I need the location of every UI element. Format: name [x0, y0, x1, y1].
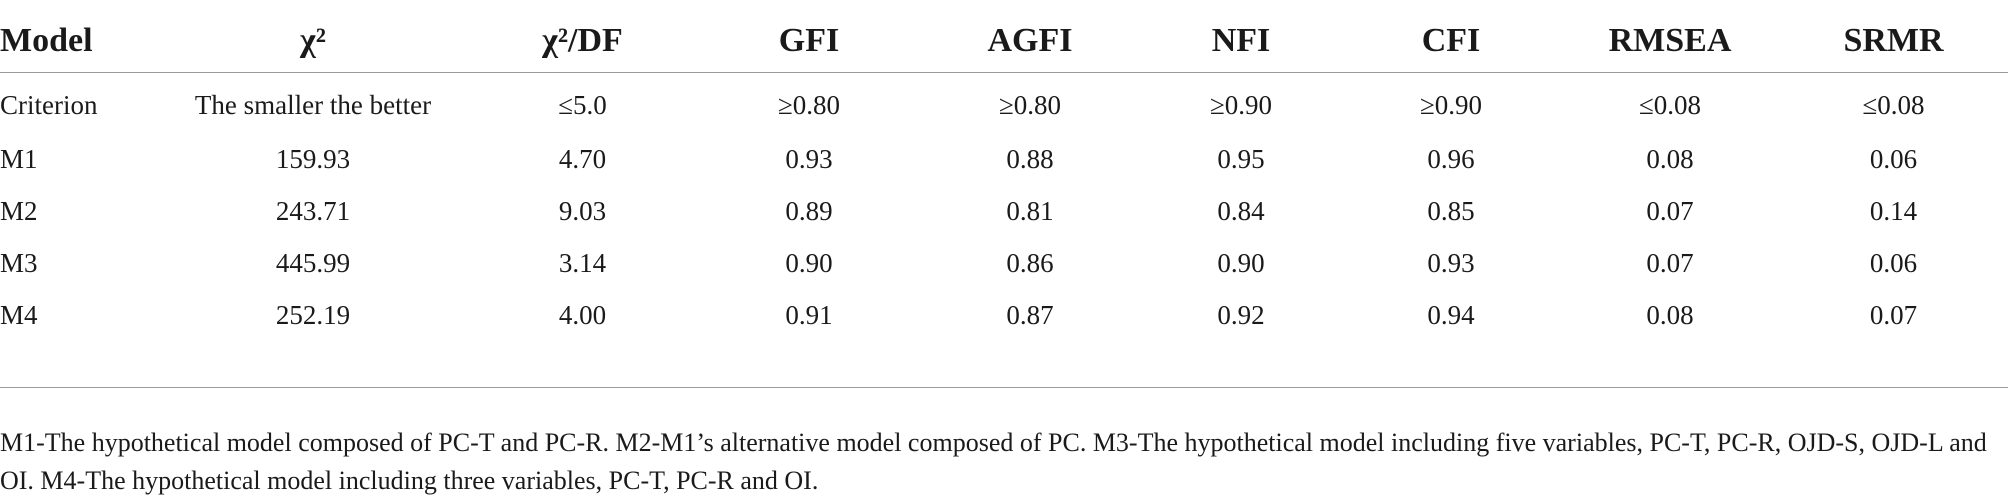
table-cell: 3.14 [558, 247, 607, 278]
table-cell: ≤5.0 [558, 89, 607, 120]
header-nfi: NFI [1141, 10, 1341, 73]
table-cell: 4.70 [558, 143, 607, 174]
table-cell: M1 [0, 143, 38, 174]
table-cell: ≤0.08 [1862, 89, 1925, 120]
table-cell: 0.88 [1006, 143, 1054, 174]
table-cell: 0.06 [1869, 247, 1918, 278]
table-cell: 0.94 [1427, 299, 1475, 330]
table-cell: 0.86 [1006, 247, 1054, 278]
header-row: Model χ² χ²/DF GFI AGFI NFI CFI RMSEA SR… [0, 10, 2008, 73]
table-row-m1: M1 159.93 4.70 0.93 0.88 0.95 0.96 0.08 … [0, 133, 2008, 185]
table-cell: 0.07 [1869, 299, 1918, 330]
table-cell: 0.07 [1646, 195, 1694, 226]
header-chi-square-df: χ²/DF [466, 10, 699, 73]
table-row-m4: M4 252.19 4.00 0.91 0.87 0.92 0.94 0.08 … [0, 289, 2008, 341]
table-cell: 0.08 [1646, 143, 1694, 174]
table-cell: 0.95 [1217, 143, 1265, 174]
header-gfi: GFI [699, 10, 919, 73]
model-fit-table: Model χ² χ²/DF GFI AGFI NFI CFI RMSEA SR… [0, 10, 2008, 388]
table-cell: 0.90 [785, 247, 833, 278]
header-rmsea: RMSEA [1561, 10, 1779, 73]
table-cell: 0.89 [785, 195, 833, 226]
table-cell: 0.84 [1217, 195, 1265, 226]
table-footnote: M1-The hypothetical model composed of PC… [0, 428, 1987, 495]
table-cell: 4.00 [558, 299, 607, 330]
table-row-m2: M2 243.71 9.03 0.89 0.81 0.84 0.85 0.07 … [0, 185, 2008, 237]
table-cell: 0.90 [1217, 247, 1265, 278]
table-cell: 243.71 [275, 195, 351, 226]
table-cell: 0.81 [1006, 195, 1054, 226]
table-cell: 0.07 [1646, 247, 1694, 278]
table-cell: 9.03 [558, 195, 607, 226]
table-cell: M3 [0, 247, 38, 278]
table-cell: 0.14 [1869, 195, 1918, 226]
table-cell: M2 [0, 195, 38, 226]
table-cell: ≥0.90 [1419, 89, 1483, 120]
table-cell: 0.91 [785, 299, 833, 330]
table-cell: ≥0.80 [998, 89, 1062, 120]
table-cell: 0.08 [1646, 299, 1694, 330]
table-bottom-rule [0, 341, 2008, 388]
table-cell: 0.85 [1427, 195, 1475, 226]
header-srmr: SRMR [1779, 10, 2008, 73]
header-cfi: CFI [1341, 10, 1561, 73]
table-cell: 252.19 [275, 299, 351, 330]
header-agfi: AGFI [919, 10, 1141, 73]
table-row-criterion: Criterion The smaller the better ≤5.0 ≥0… [0, 73, 2008, 134]
header-model: Model [0, 10, 160, 73]
table-cell: 0.87 [1006, 299, 1054, 330]
header-chi-square: χ² [160, 10, 466, 73]
table-row-m3: M3 445.99 3.14 0.90 0.86 0.90 0.93 0.07 … [0, 237, 2008, 289]
table-cell: ≤0.08 [1638, 89, 1702, 120]
table-cell: 445.99 [275, 247, 351, 278]
table-cell: M4 [0, 299, 38, 330]
table-cell: ≥0.80 [777, 89, 841, 120]
table-cell: 159.93 [275, 143, 351, 174]
table-cell: 0.92 [1217, 299, 1265, 330]
table-cell: 0.06 [1869, 143, 1918, 174]
table-cell: The smaller the better [194, 89, 432, 120]
table-cell: 0.93 [1427, 247, 1475, 278]
table-cell: 0.93 [785, 143, 833, 174]
table-cell: Criterion [0, 89, 98, 120]
table-cell: 0.96 [1427, 143, 1475, 174]
table-cell: ≥0.90 [1209, 89, 1273, 120]
